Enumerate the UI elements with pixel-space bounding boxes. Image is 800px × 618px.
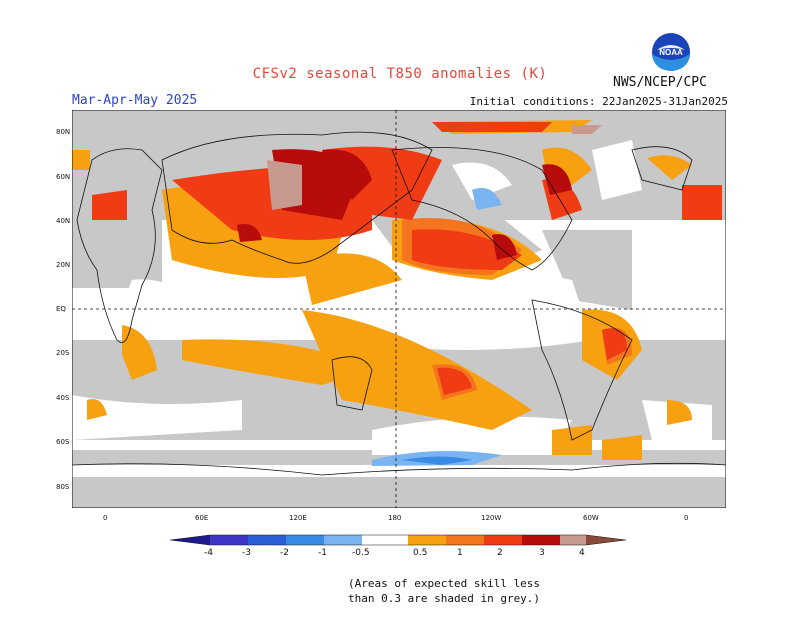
pink-anomaly: [267, 125, 602, 210]
colorbar-label: 2: [497, 548, 503, 558]
lon-label: 60E: [195, 514, 209, 522]
colorbar: [170, 534, 627, 546]
lon-label: 120W: [481, 514, 502, 522]
colorbar-label: -2: [280, 548, 289, 558]
colorbar-label: -3: [242, 548, 251, 558]
colorbar-label: -4: [204, 548, 213, 558]
anomaly-map: [72, 110, 726, 508]
colorbar-label: 3: [539, 548, 545, 558]
lon-label: 180: [388, 514, 402, 522]
noaa-logo: NOAA: [651, 32, 691, 72]
lon-label: 120E: [289, 514, 307, 522]
lon-label: 0: [684, 514, 689, 522]
lat-label: 40N: [56, 217, 71, 225]
skill-note: (Areas of expected skill less than 0.3 a…: [300, 576, 648, 606]
agency-label: NWS/NCEP/CPC: [613, 75, 707, 90]
blue-anomaly: [372, 187, 502, 466]
lon-label: 0: [103, 514, 108, 522]
lat-label: 80S: [56, 483, 70, 491]
note-line: (Areas of expected skill less: [348, 577, 541, 590]
colorbar-label: -0.5: [352, 548, 370, 558]
note-line: than 0.3 are shaded in grey.): [348, 592, 541, 605]
lat-label: 20N: [56, 261, 71, 269]
colorbar-label: 0.5: [413, 548, 428, 558]
lat-label: 80N: [56, 128, 71, 136]
continent-outlines: [72, 131, 726, 476]
lat-label: 20S: [56, 349, 70, 357]
colorbar-label: 1: [457, 548, 463, 558]
initial-conditions: Initial conditions: 22Jan2025-31Jan2025: [469, 95, 728, 108]
chart-title: CFSv2 seasonal T850 anomalies (K): [252, 66, 548, 82]
colorbar-label: 4: [579, 548, 585, 558]
lat-label: EQ: [56, 305, 66, 313]
colorbar-label: -1: [318, 548, 327, 558]
lat-label: 60S: [56, 438, 70, 446]
lon-label: 60W: [583, 514, 599, 522]
logo-text: NOAA: [659, 48, 683, 57]
lat-label: 60N: [56, 173, 71, 181]
lat-label: 40S: [56, 394, 70, 402]
forecast-period: Mar-Apr-May 2025: [72, 93, 198, 108]
